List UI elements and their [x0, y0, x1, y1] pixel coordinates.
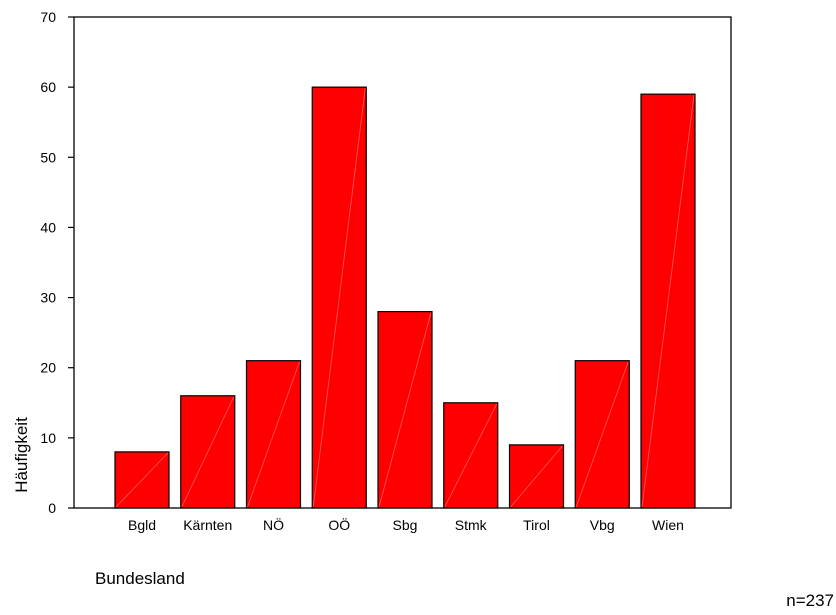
- bars: [114, 86, 696, 509]
- sample-size-annotation: n=237: [786, 591, 834, 610]
- x-tick-label: Bgld: [128, 517, 156, 533]
- x-tick-label: OÖ: [328, 516, 350, 533]
- x-tick-label: Kärnten: [183, 517, 232, 533]
- y-tick-label: 50: [40, 149, 56, 165]
- bar-shading-line: [575, 361, 629, 508]
- y-tick-label: 30: [40, 290, 56, 306]
- bar-shading-line: [510, 445, 563, 508]
- bar-shading-line: [181, 396, 235, 508]
- y-tick-label: 40: [40, 219, 56, 235]
- bar-shading-line: [115, 452, 169, 508]
- y-tick-label: 0: [48, 500, 56, 516]
- y-axis: 0 10 20 30 40 50 60 70: [40, 9, 74, 516]
- bar-shading-line: [641, 95, 695, 508]
- y-tick-label: 60: [40, 79, 56, 95]
- x-tick-label: Stmk: [455, 517, 488, 533]
- bar-shading-line: [312, 88, 366, 508]
- bar-shading-line: [444, 403, 498, 508]
- y-tick-label: 10: [40, 430, 56, 446]
- x-tick-label: NÖ: [263, 516, 284, 533]
- x-tick-label: Tirol: [523, 517, 550, 533]
- x-axis-label: Bundesland: [95, 569, 185, 588]
- bar-shading-line: [378, 312, 432, 508]
- y-axis-label: Häufigkeit: [12, 417, 31, 493]
- bar-shading-line: [247, 361, 300, 508]
- y-tick-label: 70: [40, 9, 56, 25]
- x-axis: Bgld Kärnten NÖ OÖ Sbg Stmk Tirol Vbg Wien: [128, 516, 684, 533]
- x-tick-label: Sbg: [393, 517, 418, 533]
- x-tick-label: Vbg: [590, 517, 615, 533]
- x-tick-label: Wien: [652, 517, 684, 533]
- y-tick-label: 20: [40, 360, 56, 376]
